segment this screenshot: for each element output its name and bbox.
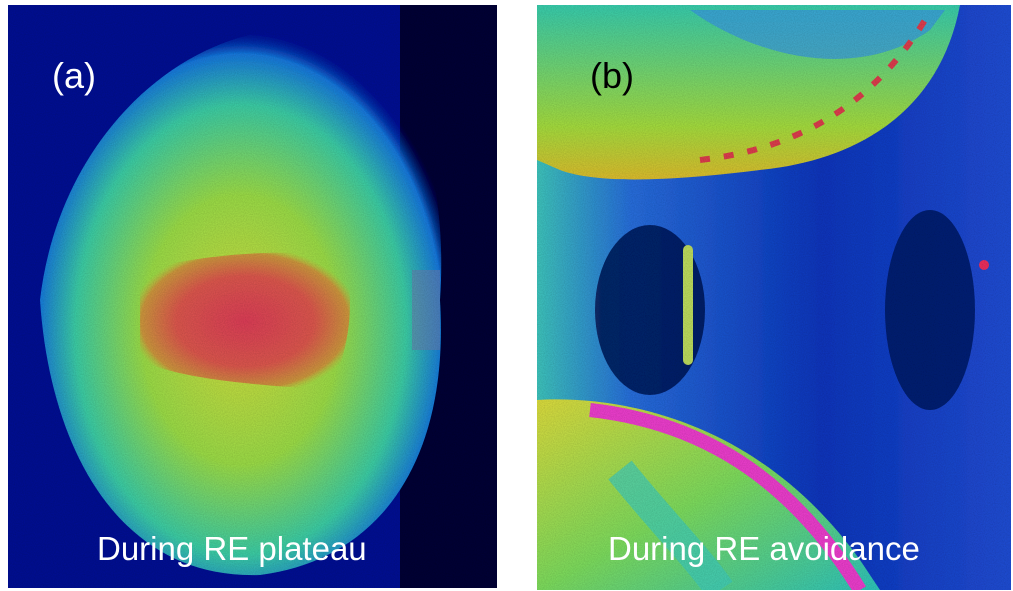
panel-caption: During RE plateau: [97, 530, 367, 567]
panel-caption: During RE avoidance: [608, 530, 920, 567]
panel-a: (a) During RE plateau: [8, 5, 497, 588]
figure: (a) During RE plateau (b) During RE avoi…: [0, 0, 1013, 591]
panel-b: (b) During RE avoidance: [537, 5, 1011, 590]
panel-label: (b): [590, 55, 634, 96]
panel-label: (a): [52, 55, 96, 96]
plasma-core: [140, 253, 350, 390]
page: (a) During RE plateau (b) During RE avoi…: [0, 0, 1013, 591]
